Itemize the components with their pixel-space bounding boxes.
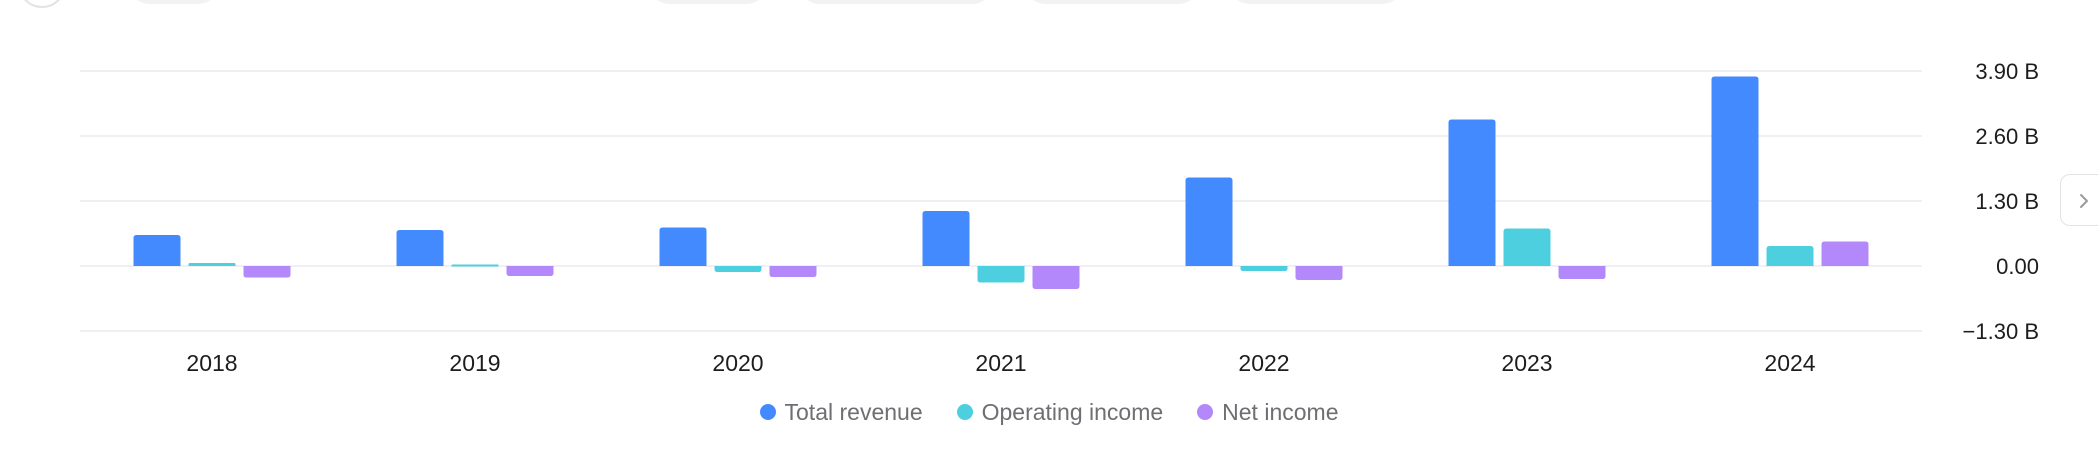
top-pill-5[interactable] <box>1228 0 1404 4</box>
bar-net-income-2022 <box>1295 266 1343 280</box>
legend-item-operating-income[interactable]: Operating income <box>956 398 1164 426</box>
x-axis-ticks: 2018 2019 2020 2021 2022 2023 2024 <box>186 350 1815 376</box>
x-tick-label: 2024 <box>1764 350 1815 376</box>
financials-bar-chart: −1.30 B0.001.30 B2.60 B3.90 B 2018 2019 20… <box>80 59 2039 376</box>
top-pill-1[interactable] <box>128 0 220 4</box>
y-tick-label: 0.00 <box>1996 254 2039 279</box>
bar-net-income-2024 <box>1821 241 1869 266</box>
bar-total-revenue-2018 <box>133 235 181 266</box>
x-tick-label: 2020 <box>712 350 763 376</box>
legend-swatch-operating-income <box>956 404 973 420</box>
x-tick-label: 2022 <box>1238 350 1289 376</box>
bar-net-income-2021 <box>1032 266 1080 289</box>
legend-item-total-revenue[interactable]: Total revenue <box>759 398 923 426</box>
legend-label: Operating income <box>981 398 1164 425</box>
bar-net-income-2018 <box>243 266 291 278</box>
bar-operating-income-2018 <box>188 263 236 266</box>
y-tick-label: 2.60 B <box>1975 124 2039 149</box>
top-pill-4[interactable] <box>1024 0 1200 4</box>
bar-net-income-2023 <box>1558 266 1606 279</box>
chart-legend: Total revenue Operating income Net incom… <box>0 394 2098 430</box>
bar-total-revenue-2020 <box>659 227 707 266</box>
chevron-right-icon <box>2080 194 2088 208</box>
bar-net-income-2020 <box>769 266 817 277</box>
y-tick-label: 3.90 B <box>1975 59 2039 84</box>
bar-operating-income-2023 <box>1503 228 1551 266</box>
x-tick-label: 2019 <box>449 350 500 376</box>
x-tick-label: 2021 <box>975 350 1026 376</box>
bar-total-revenue-2019 <box>396 230 444 266</box>
y-axis-ticks: −1.30 B 0.00 1.30 B 2.60 B 3.90 B <box>1963 59 2039 344</box>
top-pill-2[interactable] <box>648 0 768 4</box>
top-controls <box>0 0 2098 12</box>
bar-total-revenue-2022 <box>1185 177 1233 266</box>
top-pill-3[interactable] <box>798 0 994 4</box>
legend-swatch-net-income <box>1197 404 1214 420</box>
bar-net-income-2019 <box>506 266 554 276</box>
y-tick-label: 1.30 B <box>1975 189 2039 214</box>
bar-operating-income-2021 <box>977 266 1025 283</box>
x-tick-label: 2018 <box>186 350 237 376</box>
bar-total-revenue-2023 <box>1448 119 1496 266</box>
next-page-button[interactable] <box>2060 174 2098 226</box>
bar-operating-income-2019 <box>451 264 499 267</box>
bar-total-revenue-2024 <box>1711 76 1759 266</box>
y-tick-label: −1.30 B <box>1963 319 2039 344</box>
gridlines <box>80 70 1922 332</box>
bar-operating-income-2024 <box>1766 246 1814 266</box>
x-tick-label: 2023 <box>1501 350 1552 376</box>
bar-operating-income-2022 <box>1240 266 1288 271</box>
bar-total-revenue-2021 <box>922 211 970 266</box>
bars <box>133 76 1869 289</box>
legend-label: Total revenue <box>784 398 923 425</box>
bar-operating-income-2020 <box>714 266 762 272</box>
legend-label: Net income <box>1222 398 1339 425</box>
legend-swatch-total-revenue <box>759 404 776 420</box>
legend-item-net-income[interactable]: Net income <box>1197 399 1338 426</box>
